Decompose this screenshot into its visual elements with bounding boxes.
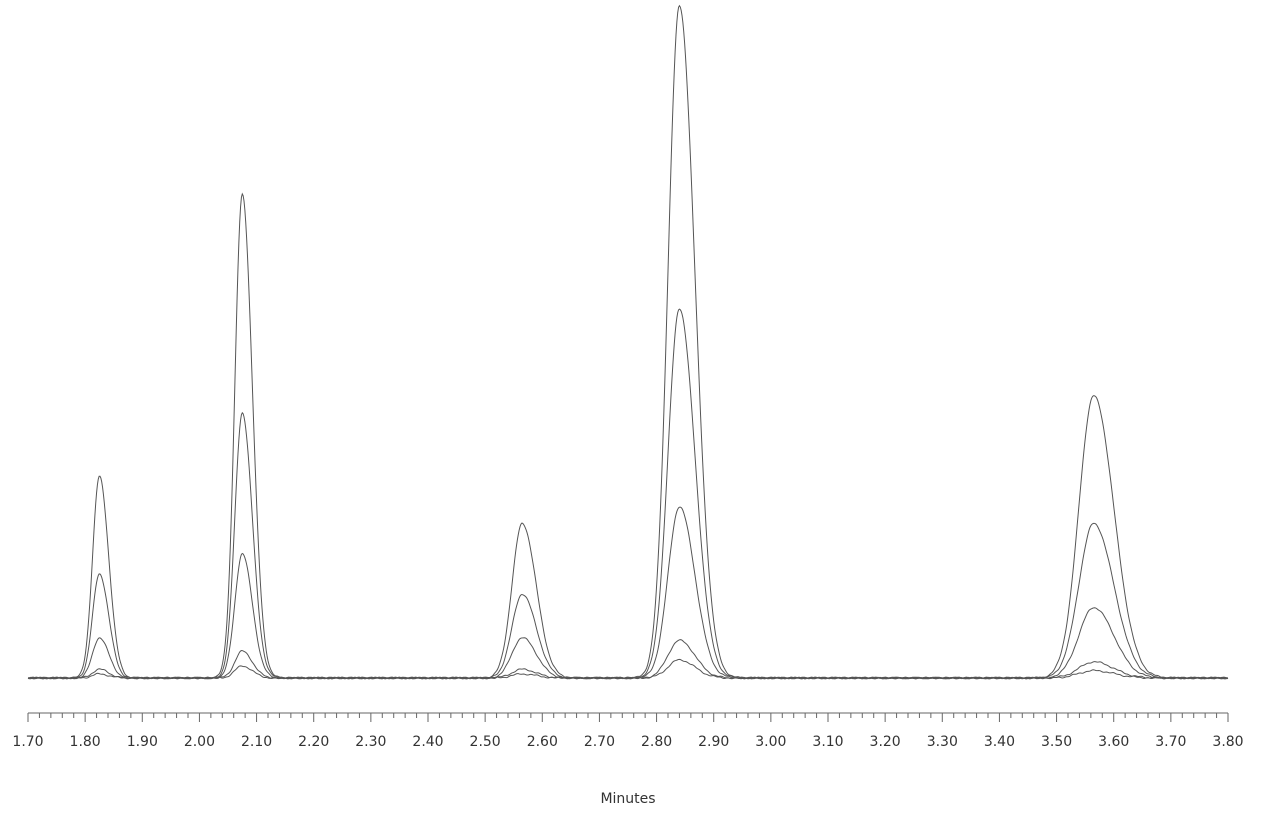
x-axis-title: Minutes bbox=[600, 791, 655, 807]
x-tick-label: 2.40 bbox=[412, 734, 443, 750]
x-tick-label: 2.90 bbox=[698, 734, 729, 750]
x-tick-label: 3.40 bbox=[984, 734, 1015, 750]
trace-line-3 bbox=[27, 506, 1229, 680]
x-tick-label: 2.20 bbox=[298, 734, 329, 750]
x-tick-label: 3.70 bbox=[1155, 734, 1186, 750]
x-tick-label: 3.10 bbox=[812, 734, 843, 750]
trace-line-2 bbox=[27, 308, 1229, 680]
x-tick-label: 2.50 bbox=[470, 734, 501, 750]
x-tick-label: 3.20 bbox=[870, 734, 901, 750]
x-tick-label: 2.80 bbox=[641, 734, 672, 750]
x-axis: 1.70 1.80 1.90 2.00 2.10 2.20 2.30 2.40 2.50 2.60… bbox=[12, 712, 1244, 750]
x-tick-label: 2.10 bbox=[241, 734, 272, 750]
x-tick-label: 2.30 bbox=[355, 734, 386, 750]
x-tick-label: 3.60 bbox=[1098, 734, 1129, 750]
x-tick-label: 1.80 bbox=[70, 734, 101, 750]
trace-line-4 bbox=[27, 639, 1229, 680]
chromatogram-traces bbox=[27, 4, 1229, 680]
x-tick-label: 3.30 bbox=[927, 734, 958, 750]
trace-line-5 bbox=[27, 658, 1229, 680]
x-tick-label: 3.00 bbox=[755, 734, 786, 750]
x-tick-label: 1.90 bbox=[127, 734, 158, 750]
x-tick-label: 3.80 bbox=[1212, 734, 1243, 750]
trace-line-1 bbox=[27, 4, 1229, 680]
x-tick-label: 1.70 bbox=[12, 734, 43, 750]
x-tick-label: 3.50 bbox=[1041, 734, 1072, 750]
x-tick-label: 2.00 bbox=[184, 734, 215, 750]
x-tick-label: 2.60 bbox=[527, 734, 558, 750]
x-tick-label: 2.70 bbox=[584, 734, 615, 750]
